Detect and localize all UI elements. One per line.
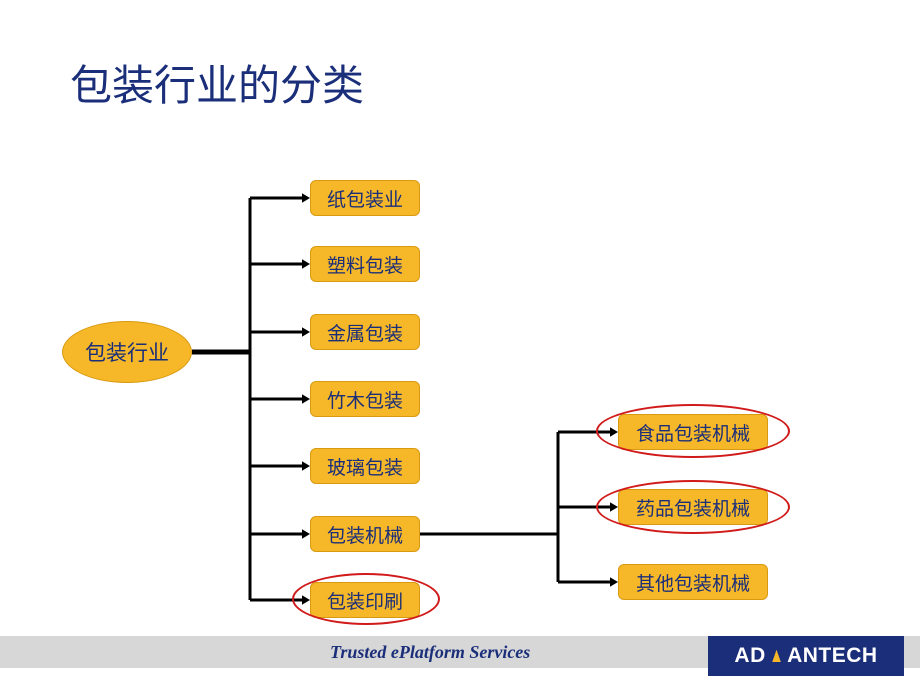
level1-node: 金属包装: [310, 314, 420, 350]
logo-text-pre: AD: [734, 644, 765, 668]
logo-text-mid: ANTECH: [787, 644, 878, 668]
highlight-ellipse: [596, 404, 790, 458]
level2-node-label: 其他包装机械: [636, 569, 750, 596]
level1-node: 包装机械: [310, 516, 420, 552]
brand-logo: AD▲ANTECH: [708, 636, 904, 676]
level1-node-label: 纸包装业: [327, 185, 403, 212]
level1-node-label: 竹木包装: [327, 386, 403, 413]
highlight-ellipse: [596, 480, 790, 534]
level1-node: 玻璃包装: [310, 448, 420, 484]
highlight-ellipse: [292, 573, 440, 625]
footer-tagline: Trusted ePlatform Services: [330, 642, 530, 663]
root-node: 包装行业: [62, 321, 192, 383]
level1-node: 竹木包装: [310, 381, 420, 417]
root-node-label: 包装行业: [85, 337, 169, 367]
level1-node-label: 金属包装: [327, 319, 403, 346]
level1-node-label: 塑料包装: [327, 251, 403, 278]
level1-node-label: 玻璃包装: [327, 453, 403, 480]
logo-triangle-icon: ▲: [769, 644, 784, 668]
level1-node: 纸包装业: [310, 180, 420, 216]
level1-node: 塑料包装: [310, 246, 420, 282]
level2-node: 其他包装机械: [618, 564, 768, 600]
slide-title: 包装行业的分类: [70, 52, 364, 113]
level1-node-label: 包装机械: [327, 521, 403, 548]
